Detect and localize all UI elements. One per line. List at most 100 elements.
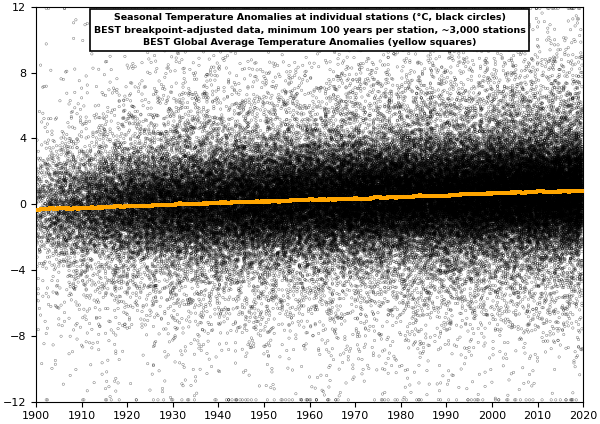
Point bbox=[315, 214, 325, 220]
Point bbox=[517, 196, 526, 203]
Point bbox=[362, 176, 371, 183]
Point bbox=[525, 218, 535, 225]
Point bbox=[72, 267, 82, 274]
Point bbox=[299, 208, 308, 215]
Point bbox=[301, 196, 311, 203]
Point bbox=[443, 165, 452, 172]
Point bbox=[143, 221, 152, 228]
Point bbox=[238, 210, 247, 217]
Point bbox=[425, 195, 435, 201]
Point bbox=[248, 198, 257, 205]
Point bbox=[263, 179, 272, 185]
Point bbox=[524, 181, 533, 188]
Point bbox=[410, 163, 419, 170]
Point bbox=[154, 212, 164, 219]
Point bbox=[487, 177, 497, 184]
Point bbox=[411, 204, 421, 210]
Point bbox=[85, 218, 94, 225]
Point bbox=[451, 173, 460, 180]
Point bbox=[436, 153, 445, 159]
Point bbox=[496, 280, 506, 287]
Point bbox=[243, 185, 253, 192]
Point bbox=[558, 196, 568, 203]
Point bbox=[523, 139, 532, 145]
Point bbox=[509, 250, 518, 257]
Point bbox=[352, 107, 361, 114]
Point bbox=[220, 181, 230, 188]
Point bbox=[449, 240, 459, 246]
Point bbox=[545, 139, 555, 146]
Point bbox=[574, 113, 583, 120]
Point bbox=[557, 166, 566, 173]
Point bbox=[368, 144, 378, 151]
Point bbox=[526, 238, 535, 245]
Point bbox=[392, 191, 402, 198]
Point bbox=[179, 192, 189, 199]
Point bbox=[490, 209, 499, 216]
Point bbox=[148, 205, 157, 212]
Point bbox=[209, 205, 218, 212]
Point bbox=[395, 217, 404, 223]
Point bbox=[253, 271, 263, 278]
Point bbox=[334, 204, 344, 210]
Point bbox=[268, 213, 278, 220]
Point bbox=[196, 178, 205, 184]
Point bbox=[418, 182, 427, 189]
Point bbox=[264, 200, 274, 207]
Point bbox=[234, 181, 244, 188]
Point bbox=[95, 212, 104, 219]
Point bbox=[440, 206, 450, 213]
Point bbox=[218, 190, 228, 197]
Point bbox=[371, 194, 380, 201]
Point bbox=[93, 234, 103, 240]
Point bbox=[129, 221, 139, 228]
Point bbox=[514, 184, 523, 191]
Point bbox=[199, 201, 208, 208]
Point bbox=[479, 243, 489, 249]
Point bbox=[562, 235, 572, 242]
Point bbox=[528, 180, 538, 187]
Point bbox=[467, 146, 476, 153]
Point bbox=[268, 205, 278, 212]
Point bbox=[557, 194, 566, 201]
Point bbox=[504, 199, 514, 206]
Point bbox=[532, 191, 541, 198]
Point bbox=[527, 221, 536, 228]
Point bbox=[500, 212, 509, 218]
Point bbox=[571, 198, 581, 205]
Point bbox=[447, 203, 457, 210]
Point bbox=[543, 156, 553, 163]
Point bbox=[341, 379, 351, 386]
Point bbox=[491, 153, 501, 159]
Point bbox=[505, 181, 515, 188]
Point bbox=[354, 193, 364, 200]
Point bbox=[355, 204, 364, 211]
Point bbox=[410, 171, 419, 178]
Point bbox=[460, 204, 469, 211]
Point bbox=[126, 199, 136, 206]
Point bbox=[305, 248, 314, 255]
Point bbox=[442, 139, 451, 146]
Point bbox=[383, 198, 393, 205]
Point bbox=[389, 204, 398, 211]
Point bbox=[233, 214, 242, 220]
Point bbox=[293, 190, 303, 197]
Point bbox=[163, 217, 173, 223]
Point bbox=[548, 201, 557, 208]
Point bbox=[306, 222, 316, 229]
Point bbox=[56, 169, 66, 176]
Point bbox=[349, 193, 359, 200]
Point bbox=[462, 158, 472, 165]
Point bbox=[424, 197, 434, 204]
Point bbox=[166, 184, 175, 190]
Point bbox=[89, 271, 99, 277]
Point bbox=[397, 188, 407, 195]
Point bbox=[207, 188, 217, 195]
Point bbox=[400, 164, 409, 171]
Point bbox=[566, 171, 575, 178]
Point bbox=[506, 191, 516, 198]
Point bbox=[434, 182, 444, 189]
Point bbox=[529, 147, 539, 153]
Point bbox=[302, 223, 312, 230]
Point bbox=[87, 197, 97, 204]
